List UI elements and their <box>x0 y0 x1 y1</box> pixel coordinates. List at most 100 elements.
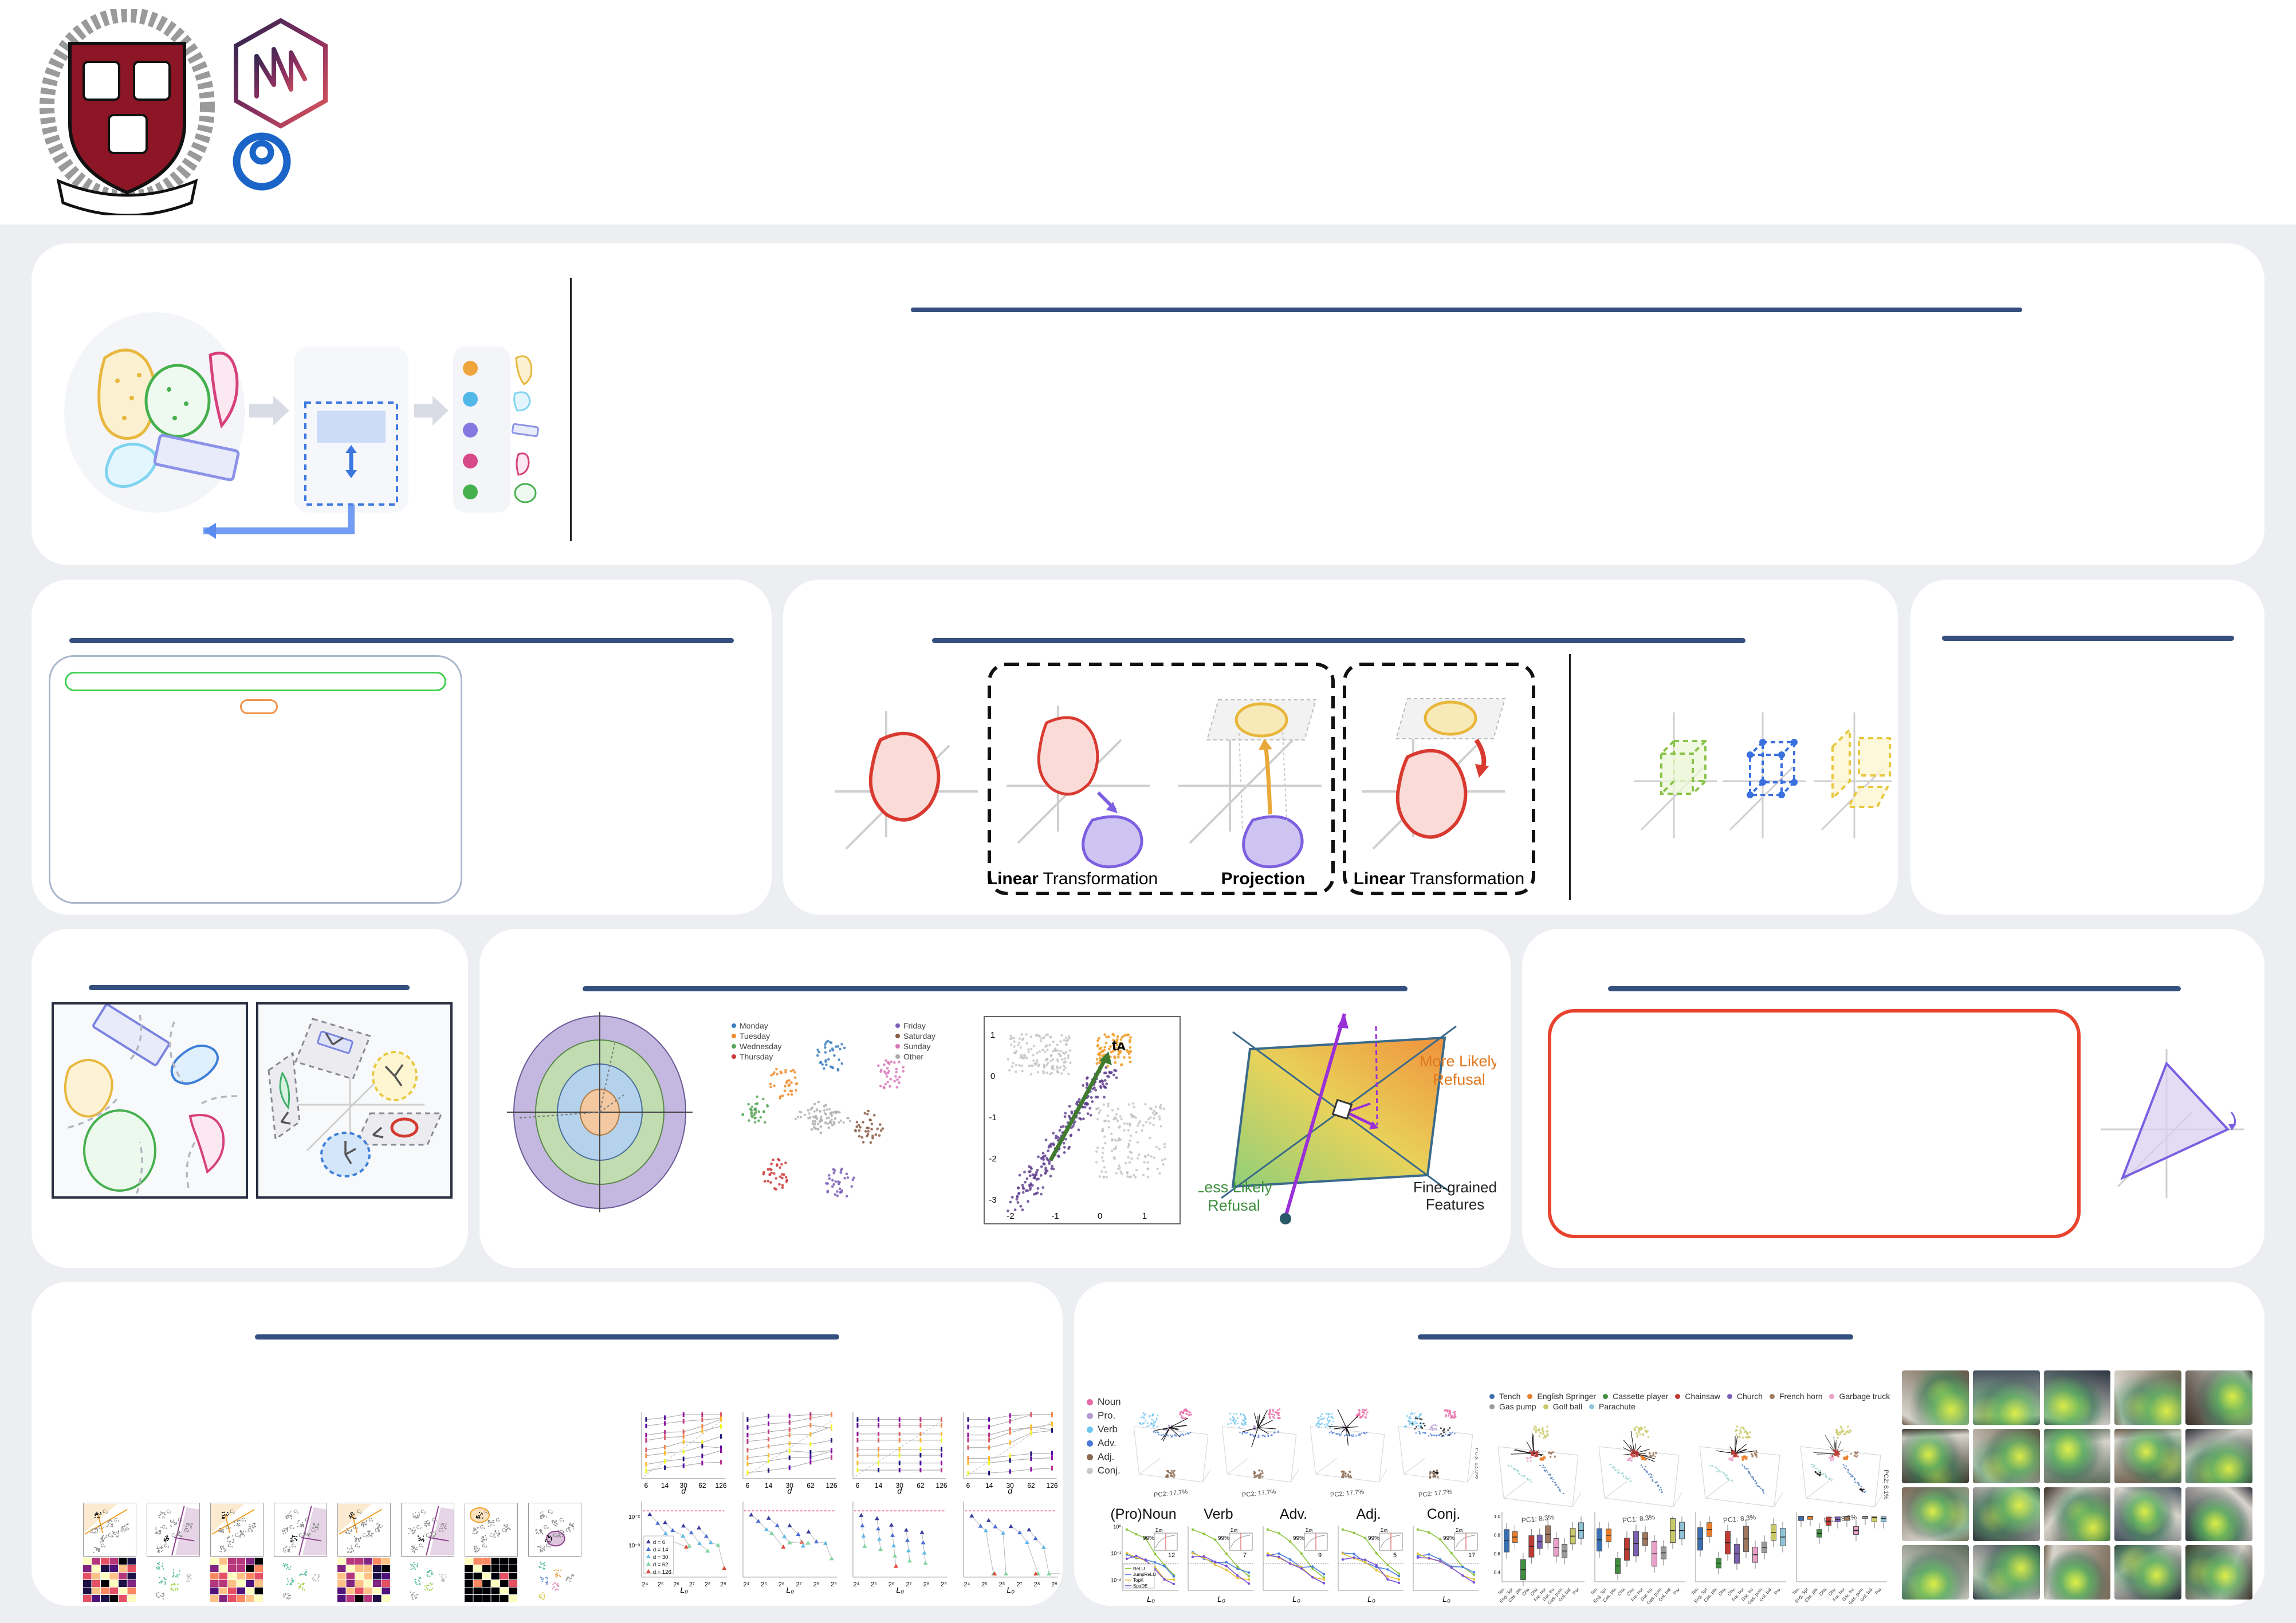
svg-text:99%: 99% <box>1443 1535 1454 1542</box>
svg-text:L₀: L₀ <box>896 1585 904 1594</box>
concept-image <box>1972 1487 2040 1542</box>
elusive-properties-panel <box>32 929 468 1268</box>
svg-text:14: 14 <box>764 1482 772 1490</box>
dino-boxplot-SpaDE: Ten.Eng. Spr.Cas. pla.Cha.Chu.Fre. hor.G… <box>1792 1512 1887 1606</box>
svg-text:30: 30 <box>680 1482 688 1490</box>
legend-entry: Garbage truck <box>1829 1392 1890 1401</box>
legend-entry: Tench <box>1489 1392 1520 1401</box>
dino-3d-scatter: PC1: 8.3% <box>1598 1426 1682 1524</box>
svg-text:PC3: 13.0%: PC3: 13.0% <box>1473 1448 1478 1479</box>
spade-equations <box>1548 1009 2081 1238</box>
legend-entry: Adj. <box>1087 1451 1121 1463</box>
svg-text:JumpReLU: JumpReLU <box>1133 1572 1156 1577</box>
svg-text:-1: -1 <box>989 1113 996 1122</box>
dino-legend: Tench English Springer Cassette player Chai… <box>1489 1392 1890 1411</box>
spade-underline <box>1608 986 2181 991</box>
svg-text:Friday: Friday <box>903 1021 926 1030</box>
concept-image <box>1972 1545 2040 1600</box>
svg-text:Par.: Par. <box>1672 1586 1681 1596</box>
svg-text:C₅: C₅ <box>235 1533 241 1538</box>
svg-text:C₃: C₃ <box>226 1524 231 1530</box>
svg-text:C₅: C₅ <box>298 1533 304 1538</box>
svg-text:PC1: 8.3%: PC1: 8.3% <box>1521 1513 1555 1524</box>
svg-text:C₂: C₂ <box>420 1509 426 1514</box>
spade-concepts-grid <box>1902 1370 2252 1600</box>
legend-entry: Conj. <box>1087 1465 1121 1476</box>
kempner-logo-icon <box>234 18 328 129</box>
svg-text:Par.: Par. <box>1773 1586 1782 1596</box>
svg-text:2⁴: 2⁴ <box>964 1581 970 1588</box>
svg-text:2⁴: 2⁴ <box>854 1581 860 1588</box>
nano-mse-panel: Adj. Σσᵢ 99% 5 L₀ <box>1332 1506 1405 1604</box>
svg-text:PC2: 17.7%: PC2: 17.7% <box>1418 1488 1453 1499</box>
svg-text:C₁: C₁ <box>305 1517 310 1522</box>
nano-3d-scatter-row: PC2: 17.7% PC2: 17.7% PC2: 17.7% PC2: 17.7%… <box>1129 1390 1478 1502</box>
legend-entry: Parachute <box>1589 1402 1635 1411</box>
concept-image <box>2114 1370 2182 1425</box>
mse-sparsity-chart <box>467 648 759 866</box>
svg-text:L₀: L₀ <box>786 1585 794 1594</box>
intro-divider <box>570 278 572 541</box>
svg-text:C₅: C₅ <box>171 1533 177 1538</box>
svg-text:30: 30 <box>896 1482 904 1490</box>
similarity-heatmap-mini <box>83 1558 136 1602</box>
svg-text:L₀: L₀ <box>1292 1594 1300 1604</box>
svg-text:2⁶: 2⁶ <box>888 1581 895 1588</box>
svg-text:2⁵: 2⁵ <box>981 1581 988 1588</box>
nano-legend: Noun Pro. Verb Adv. Adj. Conj. <box>1087 1396 1121 1476</box>
svg-text:Cha.: Cha. <box>1521 1586 1531 1597</box>
svg-text:PC2: 17.7%: PC2: 17.7% <box>1154 1488 1188 1499</box>
svg-text:C₄: C₄ <box>355 1543 360 1548</box>
legend-entry: Church <box>1727 1392 1763 1401</box>
svg-text:Tuesday: Tuesday <box>740 1031 770 1041</box>
legend-entry: Noun <box>1087 1396 1121 1408</box>
svg-text:Cha.: Cha. <box>1617 1586 1627 1597</box>
svg-text:1: 1 <box>990 1030 995 1040</box>
svg-text:L₀: L₀ <box>1007 1585 1015 1594</box>
literature-underline <box>583 986 1408 991</box>
svg-text:5: 5 <box>1393 1552 1397 1559</box>
concept-image <box>1902 1370 1969 1425</box>
synthetic-panel: C₂C₁C₃C₅C₄C₀C₂C₁C₃C₅C₄C₀C₂C₁C₃C₅C₄C₀C₂C₁… <box>32 1282 1063 1606</box>
svg-text:C₄: C₄ <box>419 1543 424 1548</box>
concept-image <box>2043 1487 2111 1542</box>
nano-3d-scatter: PC2: 17.7% <box>1221 1408 1299 1499</box>
svg-text:6: 6 <box>966 1482 970 1490</box>
concept-image <box>2185 1370 2252 1425</box>
svg-text:Σσᵢ: Σσᵢ <box>1230 1527 1238 1533</box>
svg-text:C₂: C₂ <box>293 1509 298 1514</box>
legend-entry: Gas pump <box>1489 1402 1536 1411</box>
svg-text:2⁷: 2⁷ <box>906 1581 911 1588</box>
svg-text:C₅: C₅ <box>108 1533 113 1538</box>
concept-image <box>2114 1487 2182 1542</box>
svg-text:Wednesday: Wednesday <box>740 1042 782 1051</box>
svg-text:62: 62 <box>917 1482 925 1490</box>
concept-image <box>2185 1545 2252 1600</box>
svg-text:1: 1 <box>1142 1211 1147 1221</box>
concept-image <box>2043 1545 2111 1600</box>
elusive-underline <box>89 985 410 990</box>
legend-entry: Cassette player <box>1603 1392 1668 1401</box>
svg-text:L₀: L₀ <box>1217 1594 1225 1604</box>
legend-entry: Pro. <box>1087 1410 1121 1421</box>
l0-vs-d-chart: 6 14 30 62 126 d <box>962 1412 1057 1495</box>
svg-text:126: 126 <box>825 1482 837 1490</box>
synthetic-heatmaps <box>83 1558 581 1602</box>
svg-text:14: 14 <box>875 1482 883 1490</box>
svg-text:2⁷: 2⁷ <box>796 1581 801 1588</box>
svg-text:62: 62 <box>698 1482 706 1490</box>
svg-text:2⁶: 2⁶ <box>778 1581 784 1588</box>
svg-text:Linear Transformation: Linear Transformation <box>1354 869 1524 888</box>
mse-panel-underline <box>69 638 734 643</box>
concept-image <box>1972 1428 2040 1483</box>
projection-sets-figure <box>1634 712 1892 838</box>
svg-text:Cha.: Cha. <box>1818 1586 1829 1597</box>
svg-text:C₃: C₃ <box>353 1524 358 1530</box>
